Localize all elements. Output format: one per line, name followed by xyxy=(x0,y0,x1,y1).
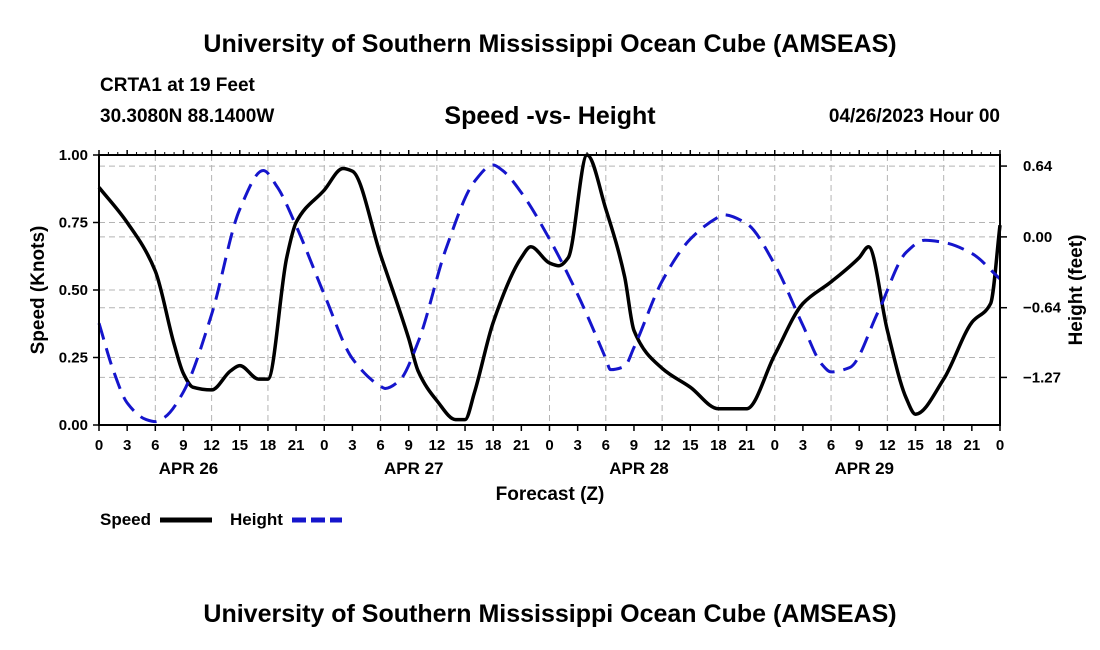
station-label: CRTA1 at 19 Feet xyxy=(100,75,255,96)
x-axis-title: Forecast (Z) xyxy=(496,484,605,505)
chart-main-title: University of Southern Mississippi Ocean… xyxy=(203,30,897,58)
y2-tick-label: −1.27 xyxy=(1023,369,1061,386)
x-tick-label: 18 xyxy=(710,437,727,454)
x-tick-label: 3 xyxy=(573,437,581,454)
date-label: APR 29 xyxy=(834,459,894,478)
y-tick-label: 1.00 xyxy=(59,147,88,164)
legend-speed-label: Speed xyxy=(100,510,151,529)
y2-tick-label: −0.64 xyxy=(1023,300,1062,317)
x-tick-label: 9 xyxy=(630,437,638,454)
x-tick-label: 0 xyxy=(320,437,328,454)
x-tick-label: 3 xyxy=(799,437,807,454)
date-label: APR 26 xyxy=(159,459,219,478)
x-tick-label: 18 xyxy=(935,437,952,454)
chart-subtitle: Speed -vs- Height xyxy=(444,102,656,130)
y-tick-label: 0.00 xyxy=(59,417,88,434)
x-tick-label: 18 xyxy=(485,437,502,454)
x-tick-label: 9 xyxy=(855,437,863,454)
x-tick-label: 21 xyxy=(513,437,530,454)
coordinates-label: 30.3080N 88.1400W xyxy=(100,106,275,127)
grid-lines xyxy=(99,155,1000,425)
y-tick-label: 0.75 xyxy=(59,215,88,232)
legend: Speed Height xyxy=(100,510,342,529)
x-tick-label: 9 xyxy=(179,437,187,454)
y-tick-label: 0.50 xyxy=(59,282,88,299)
x-tick-label: 15 xyxy=(231,437,248,454)
x-tick-label: 18 xyxy=(260,437,277,454)
legend-height-label: Height xyxy=(230,510,283,529)
axis-labels: 0 3 6 9 12 15 18 21 0 3 6 9 12 15 18 21 0 3 6 9 12 15 18 21 0 3 6 9… xyxy=(28,147,1087,505)
x-tick-label: 12 xyxy=(654,437,671,454)
axis-ticks xyxy=(93,150,1007,431)
x-tick-label: 21 xyxy=(288,437,305,454)
y-tick-label: 0.25 xyxy=(59,350,88,367)
x-tick-label: 0 xyxy=(95,437,103,454)
height-series-line xyxy=(97,163,1002,424)
footer-title: University of Southern Mississippi Ocean… xyxy=(203,600,897,628)
y2-axis-title: Height (feet) xyxy=(1066,235,1087,346)
x-tick-label: 6 xyxy=(827,437,835,454)
y2-tick-label: 0.00 xyxy=(1023,229,1052,246)
x-tick-label: 0 xyxy=(996,437,1004,454)
date-label: APR 27 xyxy=(384,459,444,478)
speed-series-line xyxy=(97,153,1002,422)
y2-tick-label: 0.64 xyxy=(1023,158,1053,175)
x-tick-label: 12 xyxy=(203,437,220,454)
x-tick-label: 3 xyxy=(123,437,131,454)
x-tick-label: 0 xyxy=(771,437,779,454)
x-tick-label: 6 xyxy=(376,437,384,454)
x-tick-label: 15 xyxy=(682,437,699,454)
x-tick-label: 15 xyxy=(457,437,474,454)
x-tick-label: 3 xyxy=(348,437,356,454)
x-tick-label: 21 xyxy=(964,437,981,454)
x-tick-label: 6 xyxy=(151,437,159,454)
x-tick-label: 0 xyxy=(545,437,553,454)
x-tick-label: 12 xyxy=(429,437,446,454)
x-tick-label: 6 xyxy=(602,437,610,454)
y-axis-title: Speed (Knots) xyxy=(28,226,49,355)
x-tick-label: 9 xyxy=(405,437,413,454)
date-label: APR 28 xyxy=(609,459,669,478)
series-lines xyxy=(97,153,1002,424)
x-tick-label: 15 xyxy=(907,437,924,454)
forecast-date-label: 04/26/2023 Hour 00 xyxy=(828,106,1000,127)
x-tick-label: 12 xyxy=(879,437,896,454)
x-tick-label: 21 xyxy=(738,437,755,454)
